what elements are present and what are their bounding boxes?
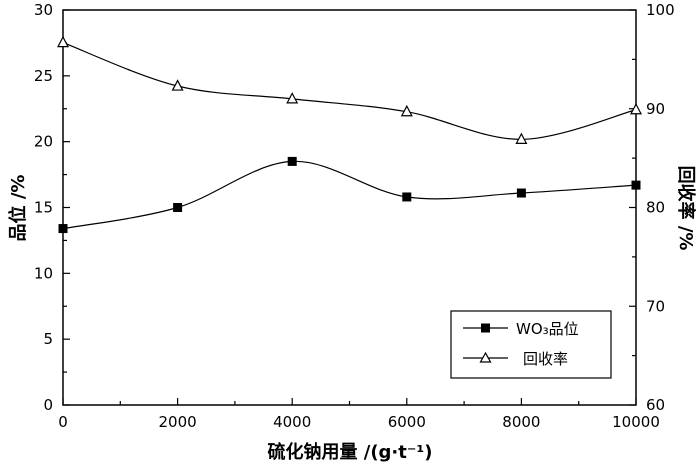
legend-marker-grade [481, 323, 490, 333]
recovery-data-point [171, 79, 184, 91]
right-y-axis-ticks [629, 9, 636, 406]
right-y-tick-label: 100 [646, 1, 675, 19]
series-line-recovery [62, 42, 637, 141]
series-markers [57, 35, 642, 234]
left-y-tick-label: 15 [34, 199, 53, 217]
left-y-tick-label: 30 [34, 1, 53, 19]
right-y-axis-label: 回收率 /% [675, 166, 697, 251]
grade-data-point [402, 192, 412, 202]
right-y-tick-label: 60 [646, 396, 665, 414]
right-y-tick-label: 90 [646, 100, 665, 118]
recovery-data-point [286, 92, 299, 104]
left-y-axis-ticks [63, 9, 70, 406]
series-curves [62, 42, 637, 230]
legend-label-recovery: 回收率 [523, 350, 568, 368]
right-y-axis-tick-labels: 60 70 80 90 100 [646, 1, 675, 414]
legend: WO₃品位 回收率 [450, 310, 612, 379]
left-y-tick-label: 20 [34, 133, 53, 151]
recovery-data-point [630, 102, 642, 115]
left-y-tick-label: 25 [34, 67, 53, 85]
right-y-tick-label: 70 [646, 297, 665, 315]
recovery-data-point [400, 104, 413, 117]
left-y-tick-label: 5 [43, 330, 53, 348]
left-y-tick-label: 0 [43, 396, 53, 414]
x-tick-label: 0 [58, 413, 68, 431]
legend-marker-recovery [479, 351, 492, 363]
grade-data-point [58, 224, 68, 234]
series-line-grade [62, 160, 637, 230]
x-axis-label: 硫化钠用量 /(g·t⁻¹) [267, 441, 432, 463]
grade-data-point [631, 180, 641, 190]
grade-data-point [516, 188, 526, 198]
right-y-tick-label: 80 [646, 199, 665, 217]
grade-data-point [287, 156, 297, 166]
x-tick-label: 4000 [273, 413, 311, 431]
grade-data-point [173, 203, 183, 212]
recovery-data-point [515, 132, 528, 144]
x-tick-label: 6000 [388, 413, 426, 431]
recovery-data-point [57, 35, 69, 48]
left-y-axis-label: 品位 /% [7, 175, 29, 242]
legend-box [450, 310, 612, 379]
x-tick-label: 8000 [502, 413, 540, 431]
legend-label-grade: WO₃品位 [516, 320, 579, 338]
x-tick-label: 10000 [612, 413, 660, 431]
x-axis-ticks [62, 398, 637, 405]
x-tick-label: 2000 [159, 413, 197, 431]
left-y-axis-tick-labels: 0 5 10 15 20 25 30 [34, 1, 53, 414]
left-y-tick-label: 10 [34, 264, 53, 282]
x-axis-tick-labels: 0 2000 4000 6000 8000 10000 [58, 413, 660, 431]
